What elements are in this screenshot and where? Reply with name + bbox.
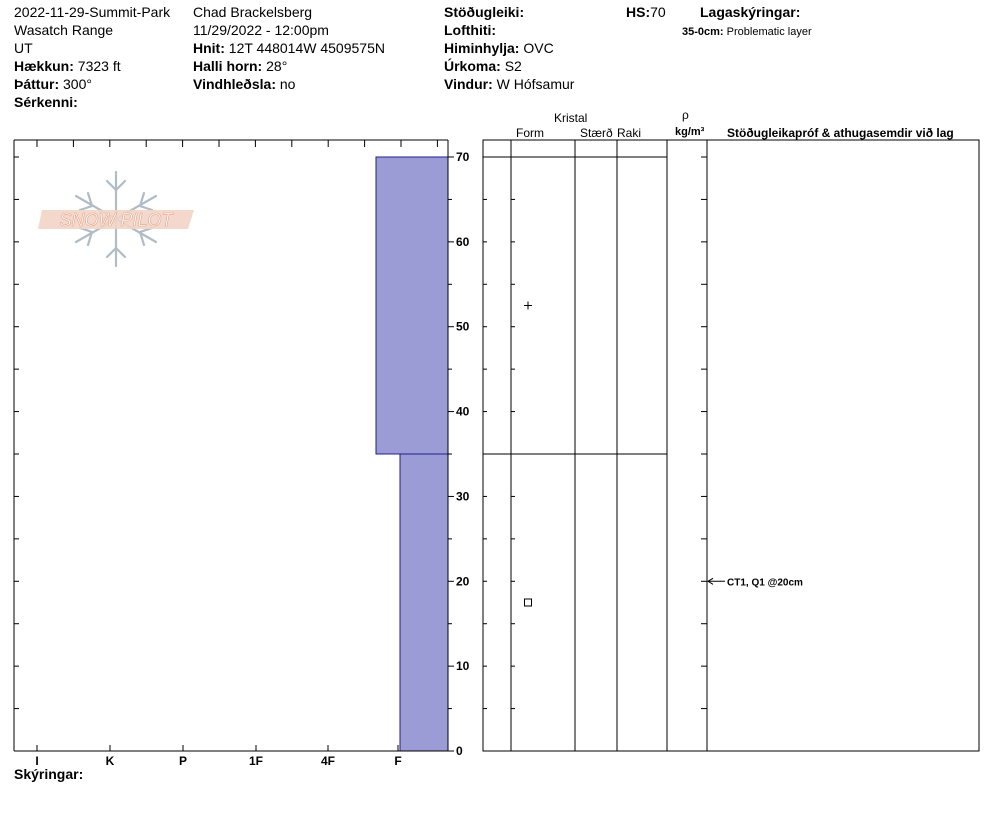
crystal-header: Kristal <box>554 111 588 125</box>
depth-axis: 0 10 20 30 40 50 60 70 <box>14 150 470 758</box>
x-tick-label-1f: 1F <box>249 754 263 768</box>
wind-loading: Vindhleðsla: no <box>193 76 295 92</box>
x-tick-label-k: K <box>106 754 115 768</box>
hardness-axis: I K P 1F 4F F <box>35 745 402 768</box>
coordinates: Hnit: 12T 448014W 4509575N <box>193 40 385 56</box>
square-symbol-1 <box>524 598 532 607</box>
hardness-bars <box>375 156 449 752</box>
notes-label: Skýringar: <box>14 766 84 782</box>
tests-header: Stöðugleikapróf & athugasemdir við lag <box>727 126 954 140</box>
elevation-label: Hækkun: <box>14 58 74 74</box>
wind-value: W Hófsamur <box>496 76 575 92</box>
y-tick-label: 70 <box>456 150 470 164</box>
layer-table: CT1, Q1 @20cm <box>482 139 980 752</box>
logo-banner <box>38 210 194 229</box>
features-label: Sérkenni: <box>14 94 78 110</box>
legend-range: 35-0cm: <box>682 26 724 38</box>
y-tick-label: 50 <box>456 320 470 334</box>
y-tick-label: 60 <box>456 235 470 249</box>
sky-value: OVC <box>523 40 554 56</box>
wind-label: Vindur: <box>444 76 493 92</box>
y-tick-label: 30 <box>456 489 470 503</box>
density-unit: kg/m³ <box>675 126 705 138</box>
x-tick-label-f: F <box>394 754 401 768</box>
wind: Vindur: W Hófsamur <box>444 76 574 92</box>
size-header: Stærð <box>580 126 613 140</box>
legend-entry: 35-0cm: Problematic layer <box>682 24 812 40</box>
aspect-label: Þáttur: <box>14 76 60 92</box>
x-tick-label-4f: 4F <box>321 754 335 768</box>
hs-label: HS: <box>626 4 651 20</box>
y-tick-label: 0 <box>456 744 463 758</box>
range-name: Wasatch Range <box>14 22 114 38</box>
windload-label: Vindhleðsla: <box>193 76 276 92</box>
x-tick-label-i: I <box>35 754 38 768</box>
slope-label: Halli horn: <box>193 58 263 74</box>
snow-height: HS:70 <box>626 4 666 20</box>
elevation: Hækkun: 7323 ft <box>14 58 121 74</box>
site-name: 2022-11-29-Summit-Park <box>14 4 171 20</box>
slope-angle: Halli horn: 28° <box>193 58 287 74</box>
test-annotation-0: CT1, Q1 @20cm <box>727 577 803 588</box>
aspect-value: 300° <box>63 76 92 92</box>
hardness-bar-1 <box>399 453 449 752</box>
hardness-bar-0 <box>375 156 449 455</box>
slope-value: 28° <box>266 58 288 74</box>
hs-value: 70 <box>650 4 666 20</box>
y-tick-label: 40 <box>456 405 470 419</box>
moisture-header: Raki <box>617 126 642 140</box>
sky-cover: Himinhylja: OVC <box>444 40 554 56</box>
stability-label: Stöðugleiki: <box>444 4 525 20</box>
legend-label: Lagaskýringar: <box>700 4 801 20</box>
observer-name: Chad Brackelsberg <box>193 4 313 20</box>
x-tick-label-p: P <box>179 754 187 768</box>
legend-text: Problematic layer <box>726 26 812 38</box>
precip-value: S2 <box>504 58 522 74</box>
observation-datetime: 11/29/2022 - 12:00pm <box>193 22 329 38</box>
coords-label: Hnit: <box>193 40 225 56</box>
y-tick-label: 20 <box>456 574 470 588</box>
test-arrow-head-0 <box>707 577 714 585</box>
airtemp-label: Lofthiti: <box>444 22 497 38</box>
elevation-value: 7323 ft <box>77 58 121 74</box>
y-tick-label: 10 <box>456 659 470 673</box>
table-border <box>482 139 980 752</box>
coords-value: 12T 448014W 4509575N <box>228 40 385 56</box>
windload-value: no <box>279 76 296 92</box>
precip-label: Úrkoma: <box>444 58 501 74</box>
precipitation: Úrkoma: S2 <box>444 58 522 74</box>
logo-text: SNOW PILOT <box>59 210 174 230</box>
sky-label: Himinhylja: <box>444 40 520 56</box>
form-header: Form <box>516 126 544 140</box>
aspect: Þáttur: 300° <box>14 76 92 92</box>
state-name: UT <box>14 40 33 56</box>
density-symbol: ρ <box>682 108 689 122</box>
